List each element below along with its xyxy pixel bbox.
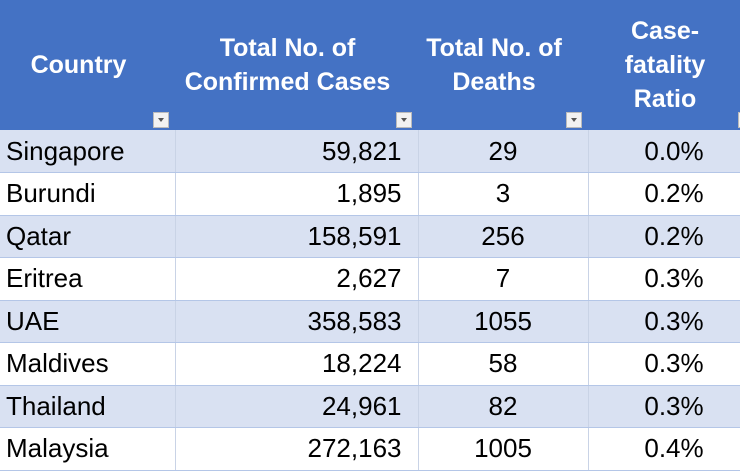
- table-row: UAE 358,583 1055 0.3%: [0, 300, 740, 343]
- header-row: Country Total No. of Confirmed Cases Total …: [0, 0, 740, 130]
- cell-deaths[interactable]: 1005: [418, 427, 589, 471]
- header-country: Country: [0, 0, 175, 130]
- cell-deaths[interactable]: 1055: [418, 300, 589, 343]
- header-text: Case-: [630, 17, 700, 45]
- cell-country[interactable]: Qatar: [0, 215, 176, 258]
- cell-country[interactable]: Thailand: [0, 385, 176, 428]
- cell-confirmed-cases[interactable]: 158,591: [175, 215, 419, 258]
- cell-country[interactable]: Malaysia: [0, 427, 176, 471]
- header-text: Deaths: [452, 68, 536, 96]
- table-row: Qatar 158,591 256 0.2%: [0, 215, 740, 258]
- cell-deaths[interactable]: 7: [418, 257, 589, 301]
- cell-country[interactable]: Maldives: [0, 342, 176, 386]
- cell-confirmed-cases[interactable]: 2,627: [175, 257, 419, 301]
- cell-confirmed-cases[interactable]: 1,895: [175, 172, 419, 216]
- cell-deaths[interactable]: 256: [418, 215, 589, 258]
- cell-country[interactable]: Eritrea: [0, 257, 176, 301]
- cell-confirmed-cases[interactable]: 24,961: [175, 385, 419, 428]
- cell-case-fatality-ratio[interactable]: 0.3%: [588, 300, 740, 343]
- table-row: Burundi 1,895 3 0.2%: [0, 172, 740, 216]
- header-confirmed-cases: Total No. of Confirmed Cases: [175, 0, 418, 130]
- header-text: fatality: [624, 51, 706, 79]
- cell-country[interactable]: Burundi: [0, 172, 176, 216]
- cell-case-fatality-ratio[interactable]: 0.2%: [588, 215, 740, 258]
- cell-confirmed-cases[interactable]: 358,583: [175, 300, 419, 343]
- cell-case-fatality-ratio[interactable]: 0.3%: [588, 385, 740, 428]
- cell-deaths[interactable]: 3: [418, 172, 589, 216]
- table-row: Malaysia 272,163 1005 0.4%: [0, 427, 740, 471]
- cell-deaths[interactable]: 58: [418, 342, 589, 386]
- cell-confirmed-cases[interactable]: 272,163: [175, 427, 419, 471]
- filter-dropdown-button[interactable]: [738, 112, 740, 128]
- header-text: Confirmed Cases: [184, 68, 391, 96]
- table-row: Singapore 59,821 29 0.0%: [0, 130, 740, 173]
- cell-country[interactable]: UAE: [0, 300, 176, 343]
- table-row: Eritrea 2,627 7 0.3%: [0, 257, 740, 301]
- cell-case-fatality-ratio[interactable]: 0.4%: [588, 427, 740, 471]
- header-text: Total No. of: [219, 34, 356, 62]
- cell-case-fatality-ratio[interactable]: 0.3%: [588, 342, 740, 386]
- filter-dropdown-button[interactable]: [566, 112, 582, 128]
- filter-dropdown-button[interactable]: [153, 112, 169, 128]
- cell-case-fatality-ratio[interactable]: 0.2%: [588, 172, 740, 216]
- header-text: Ratio: [633, 85, 697, 113]
- table-row: Thailand 24,961 82 0.3%: [0, 385, 740, 428]
- cell-deaths[interactable]: 82: [418, 385, 589, 428]
- cell-deaths[interactable]: 29: [418, 130, 589, 173]
- cell-case-fatality-ratio[interactable]: 0.3%: [588, 257, 740, 301]
- header-text: Country: [30, 51, 127, 79]
- cell-case-fatality-ratio[interactable]: 0.0%: [588, 130, 740, 173]
- cell-confirmed-cases[interactable]: 18,224: [175, 342, 419, 386]
- table-row: Maldives 18,224 58 0.3%: [0, 342, 740, 386]
- header-case-fatality-ratio: Case-fatality Ratio: [588, 0, 740, 130]
- header-text: Total No. of: [426, 34, 562, 62]
- header-deaths: Total No. of Deaths: [418, 0, 588, 130]
- cell-confirmed-cases[interactable]: 59,821: [175, 130, 419, 173]
- cell-country[interactable]: Singapore: [0, 130, 176, 173]
- filter-dropdown-button[interactable]: [396, 112, 412, 128]
